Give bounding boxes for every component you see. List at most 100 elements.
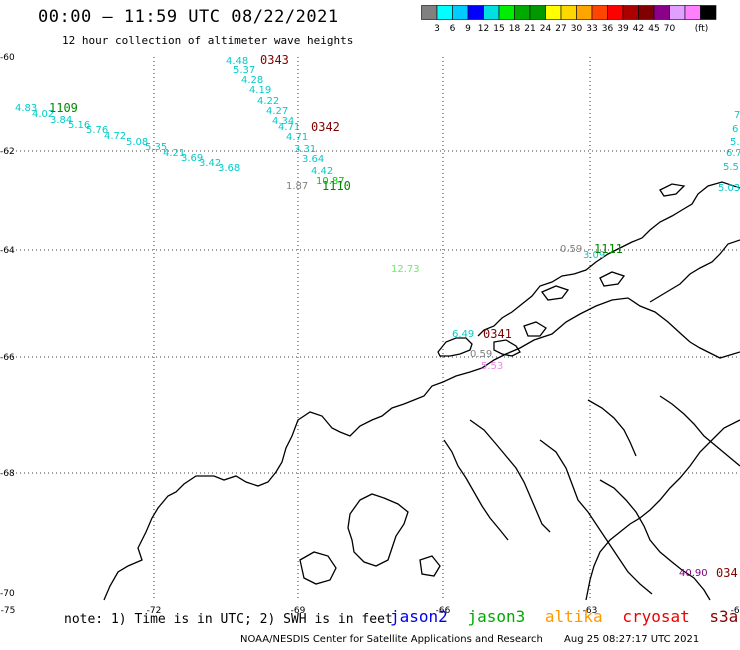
legend-label: 27 [555, 24, 566, 34]
longitude-label: -63 [583, 606, 598, 616]
wave-height-value: 5.53 [481, 361, 503, 372]
legend-label: 3 [434, 24, 440, 34]
legend-label: 21 [524, 24, 535, 34]
credit-org: NOAA/NESDIS Center for Satellite Applica… [240, 634, 543, 645]
legend-swatch [700, 5, 717, 20]
wave-height-value: 6.7 [726, 148, 740, 159]
latitude-label: -60 [0, 53, 15, 63]
legend-swatch [669, 5, 686, 20]
wave-height-value: 3.42 [199, 158, 221, 169]
legend-swatch [421, 5, 438, 20]
latitude-label: -64 [0, 246, 15, 256]
wave-height-value: 5.5 [723, 162, 739, 173]
wave-height-value: 4.83 [15, 103, 37, 114]
pass-time-label: 1110 [322, 179, 351, 193]
lat-lon-grid: -60 -62 -64 -66 -68 -70 -75 -72 -69 -66 -63 -60 [0, 53, 740, 616]
wave-height-value: 0.59 [470, 349, 492, 360]
legend-label: 33 [586, 24, 597, 34]
map-title: 00:00 – 11:59 UTC 08/22/2021 [38, 7, 339, 27]
map-subtitle: 12 hour collection of altimeter wave hei… [62, 34, 354, 47]
pass-time-label: 1111 [594, 242, 623, 256]
legend-label: 30 [571, 24, 583, 34]
legend-label: 9 [465, 24, 471, 34]
legend-label: 6 [450, 24, 456, 34]
latitude-label: -62 [0, 147, 15, 157]
wave-height-value: 5.08 [126, 137, 148, 148]
latitude-label: -68 [0, 469, 15, 479]
wave-height-value: 4.71 [278, 122, 300, 133]
wave-height-value: 4.48 [226, 56, 248, 67]
wave-height-value: 5. [730, 137, 740, 148]
pass-time-label: 0342 [311, 120, 340, 134]
wave-height-value: 10.87 [316, 176, 345, 187]
legend-swatch [529, 5, 546, 20]
wave-height-value: 4.72 [104, 131, 126, 142]
legend-label: 70 [664, 24, 676, 34]
wave-height-value: 3.69 [181, 153, 203, 164]
satellite-jason2: jason2 [390, 607, 448, 626]
legend-swatch [560, 5, 577, 20]
legend-swatch [653, 5, 670, 20]
pass-time-label: 034 [716, 566, 738, 580]
longitude-label: -75 [1, 606, 16, 616]
pass-time-label: 1109 [49, 101, 78, 115]
legend-label: 42 [633, 24, 644, 34]
legend-label: 45 [648, 24, 659, 34]
legend-swatch [498, 5, 515, 20]
wave-height-value: 4.02 [32, 109, 54, 120]
satellite-altika: altika [544, 607, 603, 626]
satellite-legend: jason2 jason3 altika cryosat s3a [390, 607, 740, 626]
wave-height-value: 4.28 [241, 75, 263, 86]
legend-swatch [622, 5, 639, 20]
wave-height-color-legend: 3 6 9 12 15 18 21 24 27 30 33 36 39 42 45 70 (ft) [421, 5, 717, 34]
wave-height-value: 4.27 [266, 106, 288, 117]
legend-label: 15 [493, 24, 504, 34]
wave-height-value: 12.73 [391, 264, 420, 275]
longitude-label: -72 [147, 606, 162, 616]
legend-label: 24 [540, 24, 552, 34]
legend-unit: (ft) [695, 24, 709, 34]
wave-height-value: 4.19 [249, 85, 271, 96]
wave-height-value: 7 [734, 110, 740, 121]
wave-height-value: 4.42 [311, 166, 333, 177]
legend-swatch [483, 5, 500, 20]
wave-height-value: 0.59 [560, 244, 582, 255]
satellite-jason3: jason3 [467, 607, 526, 626]
wave-height-value: 3.84 [50, 115, 72, 126]
legend-swatch [684, 5, 701, 20]
latitude-label: -66 [0, 353, 15, 363]
wave-height-value: 5.03 [718, 183, 740, 194]
legend-swatch [576, 5, 593, 20]
legend-swatch [452, 5, 469, 20]
wave-height-value: 3.31 [294, 144, 316, 155]
legend-swatch [607, 5, 624, 20]
wave-height-value: 4.21 [163, 148, 185, 159]
wave-height-value: 6.49 [452, 329, 474, 340]
wave-height-value: 5.16 [68, 120, 90, 131]
wave-height-value: 1.87 [286, 181, 308, 192]
legend-label: 18 [509, 24, 521, 34]
latitude-label: -70 [0, 589, 15, 599]
legend-swatch [436, 5, 453, 20]
wave-height-value: 3.09 [583, 250, 605, 261]
satellite-s3a: s3a [709, 607, 739, 626]
longitude-label: -66 [436, 606, 451, 616]
legend-label: 36 [602, 24, 614, 34]
pass-time-label: 0341 [483, 327, 512, 341]
wave-height-value: 3.68 [218, 163, 240, 174]
wave-height-value: 4.22 [257, 96, 279, 107]
credit-line: NOAA/NESDIS Center for Satellite Applica… [240, 634, 699, 645]
legend-swatch [638, 5, 655, 20]
pass-time-label: 0343 [260, 53, 289, 67]
legend-swatch [545, 5, 562, 20]
generated-timestamp: Aug 25 08:27:17 UTC 2021 [564, 634, 700, 645]
legend-swatch [467, 5, 484, 20]
longitude-label: -69 [291, 606, 306, 616]
legend-label: 39 [617, 24, 629, 34]
wave-height-value: 5.35 [145, 142, 167, 153]
footer-note: note: 1) Time is in UTC; 2) SWH is in fe… [64, 612, 393, 627]
wave-height-value: 4.71 [286, 132, 308, 143]
longitude-label: -60 [731, 606, 740, 616]
wave-height-value: 3.64 [302, 154, 324, 165]
